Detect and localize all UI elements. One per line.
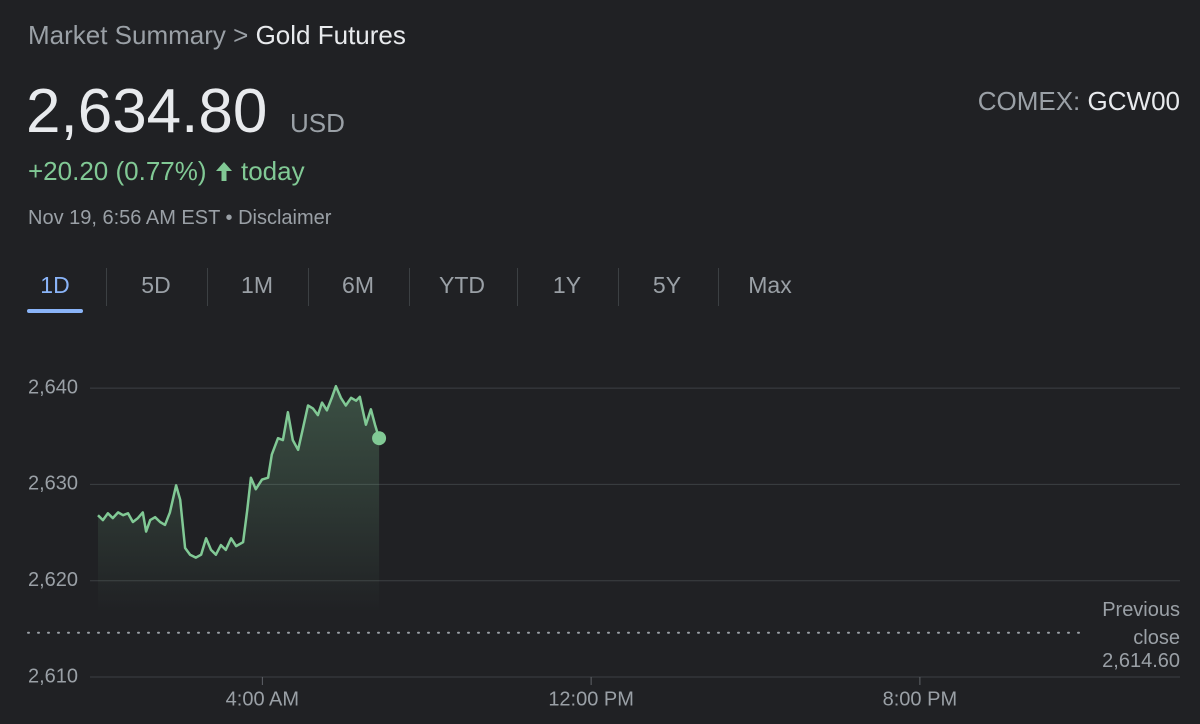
dot-separator: • xyxy=(225,207,233,229)
tab-separator xyxy=(618,268,619,306)
tab-separator xyxy=(106,268,107,306)
symbol: GCW00 xyxy=(1087,86,1180,116)
x-tick-label: 4:00 AM xyxy=(226,688,299,710)
y-tick-label: 2,610 xyxy=(28,665,78,687)
timestamp: Nov 19, 6:56 AM EST xyxy=(28,207,220,229)
price: 2,634.80 xyxy=(26,77,268,146)
range-tab[interactable]: 1M xyxy=(241,272,273,298)
tab-separator xyxy=(207,268,208,306)
price-line xyxy=(97,384,381,559)
currency: USD xyxy=(290,108,345,138)
disclaimer[interactable]: Disclaimer xyxy=(238,207,332,229)
timestamp-row: Nov 19, 6:56 AM EST • Disclaimer xyxy=(28,207,331,230)
period: today xyxy=(240,156,305,186)
previous-close-value: 2,614.60 xyxy=(1102,650,1180,672)
x-tick-label: 8:00 PM xyxy=(883,688,957,710)
exchange-label: COMEX: xyxy=(977,86,1081,116)
x-tick-label: 12:00 PM xyxy=(548,688,634,710)
range-tab[interactable]: 1D xyxy=(40,272,70,298)
range-tab[interactable]: 6M xyxy=(342,272,374,298)
breadcrumb-parent[interactable]: Market Summary xyxy=(28,20,226,50)
y-tick-label: 2,630 xyxy=(28,473,78,495)
range-tab[interactable]: YTD xyxy=(439,272,485,298)
y-tick-label: 2,640 xyxy=(28,376,78,398)
tab-separator xyxy=(308,268,309,306)
range-tab[interactable]: 5Y xyxy=(652,272,682,298)
tab-underline xyxy=(27,309,83,313)
up-arrow xyxy=(215,162,232,181)
range-tab[interactable]: Max xyxy=(748,272,792,298)
area-fill xyxy=(98,386,380,612)
previous-close-label: Previous close xyxy=(1102,599,1180,649)
tab-separator xyxy=(718,268,719,306)
last-point xyxy=(372,431,387,446)
y-tick-label: 2,620 xyxy=(28,569,78,591)
breadcrumb-separator: > xyxy=(233,20,249,50)
exchange: COMEX: GCW00 xyxy=(978,86,1180,117)
breadcrumb-current: Gold Futures xyxy=(255,20,406,50)
breadcrumb: Market Summary > Gold Futures xyxy=(28,20,406,51)
tab-separator xyxy=(517,268,518,306)
tab-separator xyxy=(409,268,410,306)
change: +20.20 (0.77%) xyxy=(28,156,207,186)
change-row: +20.20 (0.77%) today xyxy=(28,156,305,187)
range-tab[interactable]: 5D xyxy=(141,272,171,298)
range-tab[interactable]: 1Y xyxy=(552,272,582,298)
